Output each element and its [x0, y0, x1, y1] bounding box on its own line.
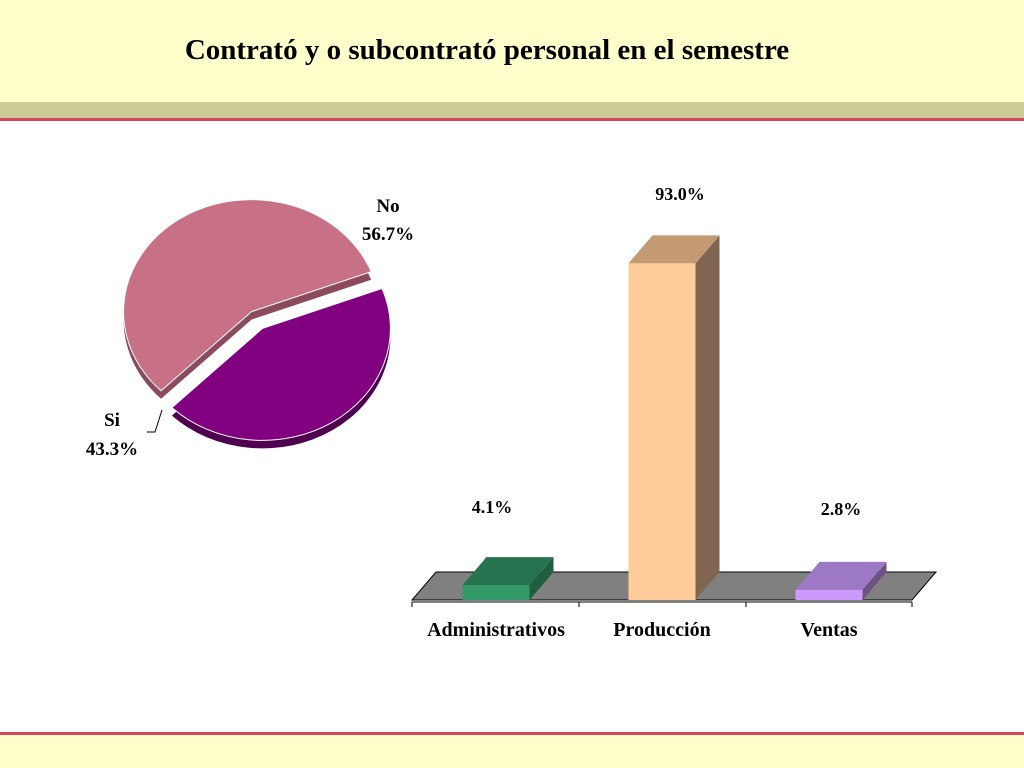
bar-top-ventas: [795, 561, 887, 590]
bar-side-ventas: [862, 561, 887, 600]
bar-side-administrativos: [529, 557, 554, 600]
bar-produccin: [628, 263, 696, 600]
slide-footer: [0, 735, 1024, 768]
pie-leader-line: [147, 409, 163, 433]
bar-top-produccin: [628, 235, 720, 264]
x-tick-label-produccin: Producción: [613, 619, 710, 641]
slide-header: [0, 0, 1024, 102]
x-tick-label-administrativos: Administrativos: [427, 619, 565, 641]
bar-value-label-administrativos: 4.1%: [472, 497, 513, 517]
bar-value-label-produccin: 93.0%: [655, 184, 705, 204]
pie-label-si: Si: [104, 410, 120, 431]
pie-slice-si: [171, 287, 391, 441]
slide-title: Contrató y o subcontrató personal en el …: [184, 34, 790, 66]
footer-band-red: [0, 732, 1024, 735]
bar-administrativos: [462, 585, 530, 600]
x-tick-label-ventas: Ventas: [800, 619, 857, 641]
pie-label-no: No: [376, 196, 399, 217]
bar-ventas: [795, 589, 863, 600]
header-band-green: [0, 102, 1024, 118]
pie-slice-no: [123, 199, 372, 392]
pie-value-label-no: 56.7%: [362, 224, 414, 245]
bar-value-label-ventas: 2.8%: [821, 499, 862, 519]
bar-top-administrativos: [462, 557, 554, 586]
header-band-red: [0, 118, 1024, 121]
bar-side-produccin: [695, 235, 720, 600]
pie-chart: No 56.7% Si 43.3%: [86, 196, 414, 460]
pie-value-label-si: 43.3%: [86, 439, 138, 460]
bar-chart: 4.1% Administrativos 93.0% Producción 2.8% Ve…: [410, 184, 938, 641]
